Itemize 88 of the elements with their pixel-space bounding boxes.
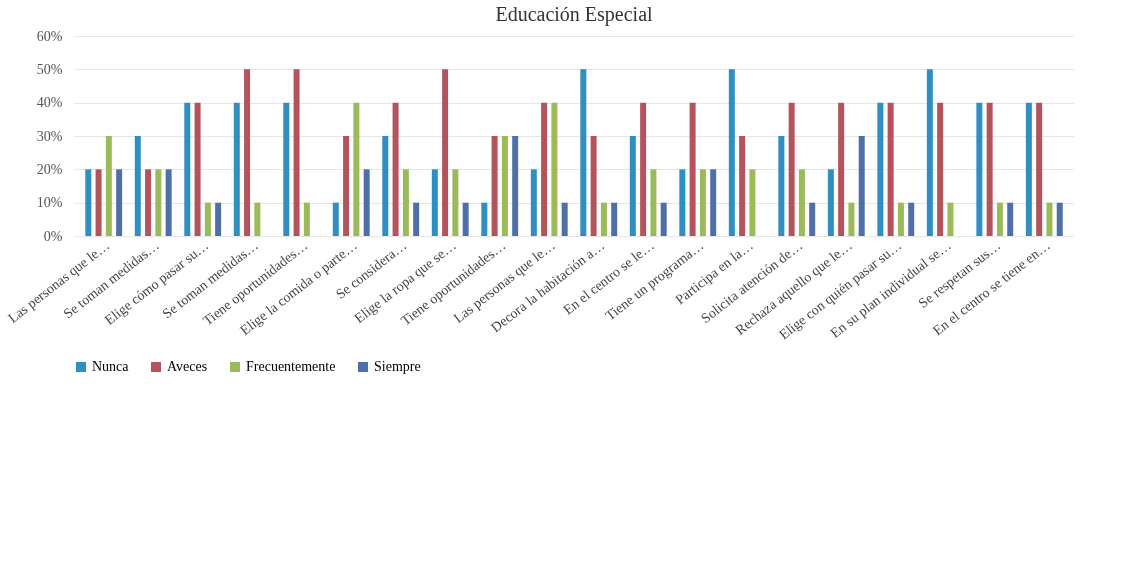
bar bbox=[650, 169, 657, 236]
bar bbox=[660, 202, 667, 236]
bar bbox=[283, 102, 290, 236]
bar bbox=[947, 202, 954, 236]
bar bbox=[194, 102, 201, 236]
bar bbox=[363, 169, 370, 236]
bar bbox=[710, 169, 717, 236]
bar bbox=[926, 69, 933, 236]
bar bbox=[293, 69, 300, 236]
bar bbox=[530, 169, 537, 236]
bar bbox=[699, 169, 706, 236]
bar bbox=[986, 102, 993, 236]
bar bbox=[908, 202, 915, 236]
bar bbox=[215, 202, 222, 236]
bar bbox=[580, 69, 587, 236]
bar bbox=[877, 102, 884, 236]
bar bbox=[501, 136, 508, 236]
bar bbox=[462, 202, 469, 236]
y-tick-label: 60% bbox=[36, 28, 63, 44]
bar bbox=[838, 102, 845, 236]
bar bbox=[1007, 202, 1014, 236]
bar bbox=[184, 102, 191, 236]
bar bbox=[343, 136, 350, 236]
bar bbox=[541, 102, 548, 236]
bar bbox=[105, 136, 112, 236]
bar bbox=[392, 102, 399, 236]
y-tick-label: 50% bbox=[36, 61, 63, 77]
bar bbox=[996, 202, 1003, 236]
bar bbox=[254, 202, 261, 236]
y-tick-label: 40% bbox=[36, 95, 63, 111]
bar bbox=[481, 202, 488, 236]
bar bbox=[749, 169, 756, 236]
bar bbox=[85, 169, 92, 236]
bar bbox=[353, 102, 360, 236]
bar bbox=[728, 69, 735, 236]
bar bbox=[798, 169, 805, 236]
bar bbox=[145, 169, 152, 236]
bar bbox=[887, 102, 894, 236]
bar bbox=[976, 102, 983, 236]
bar bbox=[739, 136, 746, 236]
bar bbox=[809, 202, 816, 236]
bar bbox=[165, 169, 172, 236]
bar bbox=[611, 202, 618, 236]
bar bbox=[679, 169, 686, 236]
chart-title: Educación Especial bbox=[495, 3, 654, 26]
bar bbox=[1056, 202, 1063, 236]
bar bbox=[551, 102, 558, 236]
legend-label: Aveces bbox=[167, 359, 208, 374]
bar bbox=[1036, 102, 1043, 236]
bar bbox=[561, 202, 568, 236]
bar bbox=[590, 136, 597, 236]
bar bbox=[204, 202, 211, 236]
bar bbox=[116, 169, 123, 236]
bar bbox=[332, 202, 339, 236]
bar bbox=[382, 136, 389, 236]
bar bbox=[233, 102, 240, 236]
bar bbox=[244, 69, 251, 236]
bar bbox=[600, 202, 607, 236]
bar bbox=[442, 69, 449, 236]
bar bbox=[827, 169, 834, 236]
bar bbox=[858, 136, 865, 236]
y-tick-label: 20% bbox=[36, 161, 63, 177]
legend-label: Frecuentemente bbox=[246, 359, 336, 374]
bar bbox=[452, 169, 459, 236]
bar bbox=[431, 169, 438, 236]
y-tick-label: 0% bbox=[43, 228, 63, 244]
bar bbox=[788, 102, 795, 236]
y-tick-label: 30% bbox=[36, 128, 63, 144]
bar bbox=[402, 169, 409, 236]
bar bbox=[491, 136, 498, 236]
bar bbox=[1025, 102, 1032, 236]
bar bbox=[155, 169, 162, 236]
legend-label: Siempre bbox=[374, 359, 421, 374]
bar bbox=[95, 169, 102, 236]
bar bbox=[629, 136, 636, 236]
bar bbox=[413, 202, 420, 236]
bar bbox=[778, 136, 785, 236]
bar bbox=[1046, 202, 1053, 236]
bar bbox=[937, 102, 944, 236]
bar bbox=[640, 102, 647, 236]
bar bbox=[689, 102, 696, 236]
legend-label: Nunca bbox=[92, 359, 130, 374]
bar bbox=[512, 136, 519, 236]
bar bbox=[848, 202, 855, 236]
y-tick-label: 10% bbox=[36, 195, 63, 211]
bar bbox=[897, 202, 904, 236]
bar bbox=[303, 202, 310, 236]
bar bbox=[134, 136, 141, 236]
